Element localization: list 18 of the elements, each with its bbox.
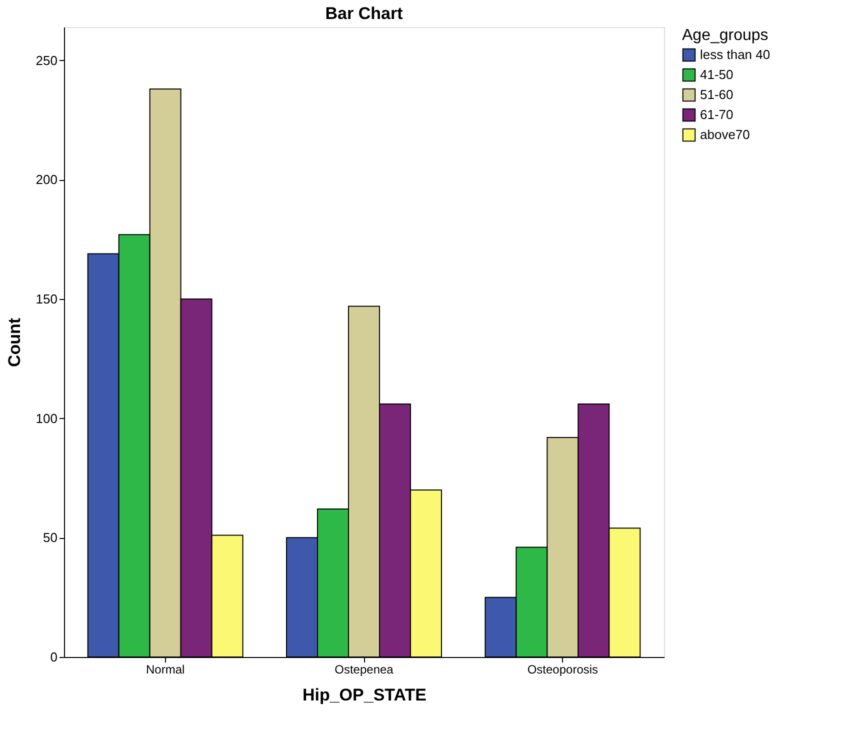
legend-label: 61-70 <box>700 107 734 122</box>
x-tick-label: Ostepenea <box>334 662 394 676</box>
y-tick-label: 0 <box>50 650 58 664</box>
chart-title: Bar Chart <box>325 4 404 23</box>
y-axis-title: Count <box>4 318 24 368</box>
y-tick-label: 50 <box>43 530 58 546</box>
x-tick-label: Osteoporosis <box>527 662 598 676</box>
legend-label: 51-60 <box>700 87 734 102</box>
legend-label: above70 <box>700 127 750 142</box>
legend-label: 41-50 <box>700 67 734 82</box>
legend-title: Age_groups <box>682 27 768 44</box>
y-tick-label: 200 <box>36 172 58 188</box>
y-tick-label: 150 <box>36 292 58 307</box>
x-tick-label: Normal <box>146 662 185 676</box>
legend-label: less than 40 <box>700 47 770 62</box>
y-tick-label: 250 <box>36 52 58 68</box>
y-tick-label: 100 <box>36 410 58 426</box>
x-axis-title: Hip_OP_STATE <box>302 686 427 704</box>
